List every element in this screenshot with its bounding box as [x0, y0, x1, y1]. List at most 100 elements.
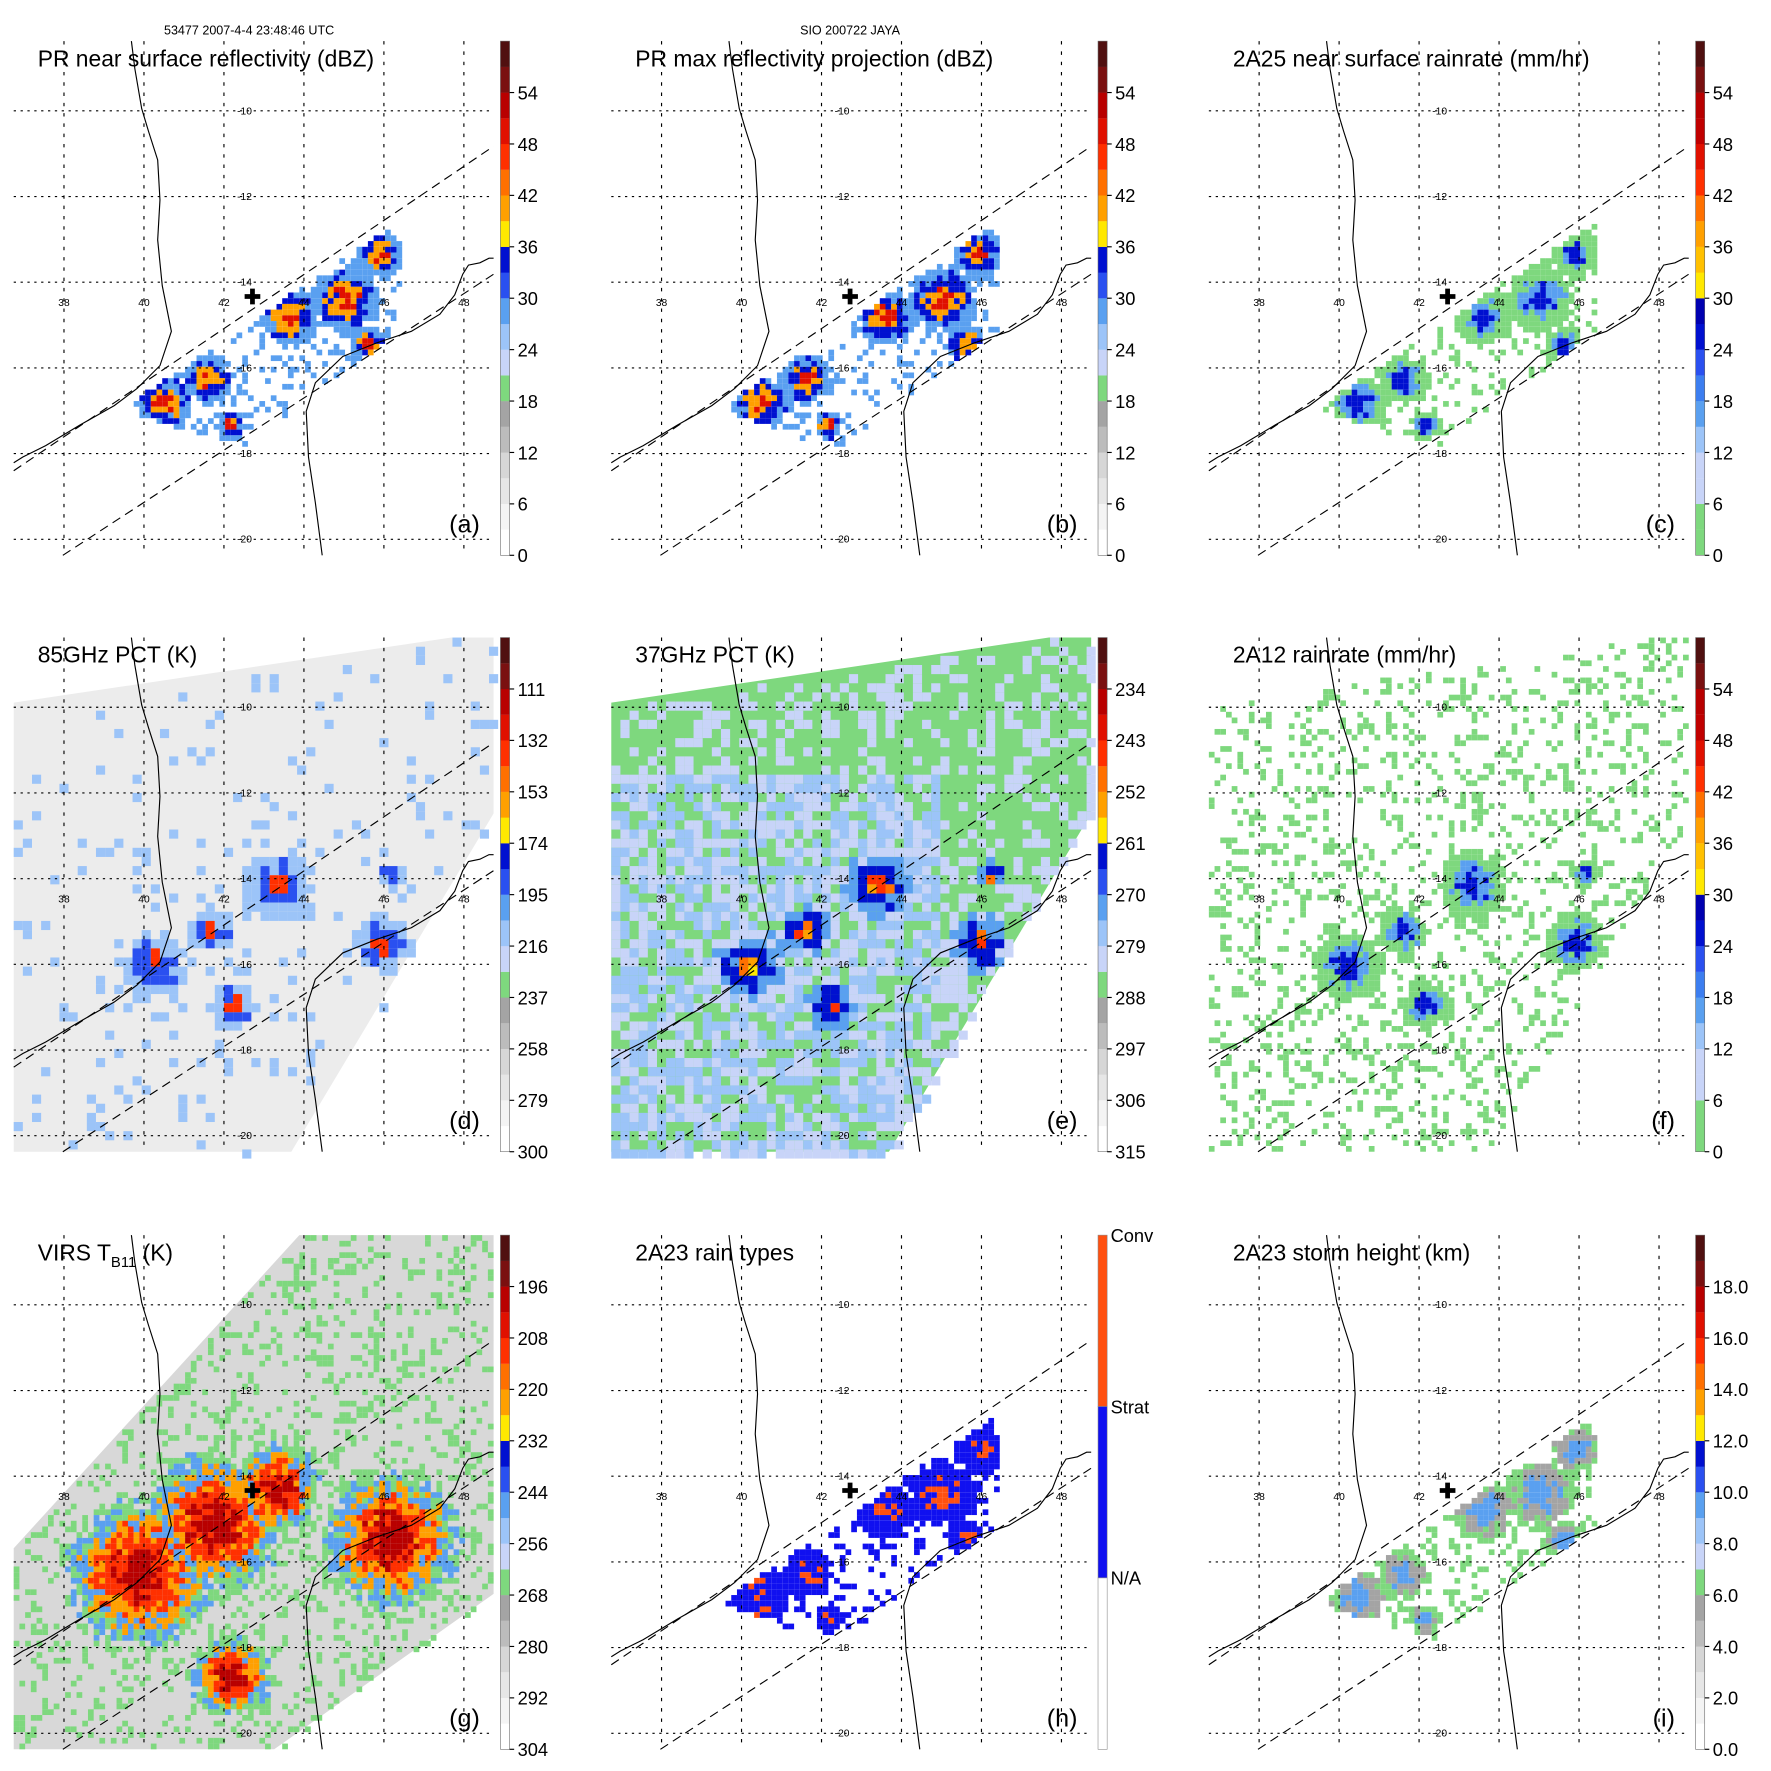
- data-cell: [1283, 1100, 1289, 1107]
- data-cell: [1431, 997, 1438, 1004]
- data-cell: [784, 920, 795, 931]
- data-cell: [1374, 871, 1381, 878]
- colorbar-label: 36: [1713, 237, 1733, 258]
- data-cell: [1368, 848, 1375, 855]
- data-cell: [1443, 1020, 1449, 1027]
- data-cell: [1460, 888, 1466, 895]
- data-cell: [1425, 797, 1432, 804]
- data-cell: [1488, 1054, 1495, 1061]
- data-cell: [702, 765, 712, 775]
- data-cell: [611, 847, 621, 857]
- data-cell: [1031, 829, 1041, 839]
- panel-title: PR max reflectivity projection (dBZ): [635, 45, 993, 71]
- data-cell: [1231, 1077, 1238, 1084]
- data-cell: [656, 1112, 667, 1123]
- data-cell: [362, 258, 368, 264]
- data-cell: [1511, 688, 1518, 695]
- data-cell: [720, 1067, 731, 1077]
- data-cell: [1408, 1003, 1415, 1009]
- data-cell: [306, 1012, 316, 1022]
- data-cell: [333, 281, 340, 287]
- data-cell: [885, 674, 895, 684]
- data-cell: [684, 1076, 694, 1086]
- data-cell: [270, 326, 277, 333]
- data-cell: [1243, 728, 1249, 735]
- data-cell: [260, 884, 270, 894]
- data-cell: [373, 252, 380, 259]
- data-cell: [1328, 837, 1335, 844]
- data-cell: [949, 920, 959, 931]
- data-cell: [162, 395, 168, 402]
- data-cell: [839, 1003, 849, 1013]
- data-cell: [406, 884, 416, 894]
- data-cell: [1471, 928, 1478, 935]
- data-cell: [912, 911, 923, 921]
- data-cell: [958, 765, 968, 775]
- data-cell: [1265, 843, 1272, 849]
- data-cell: [213, 412, 220, 419]
- data-cell: [794, 366, 800, 373]
- data-cell: [1540, 275, 1546, 282]
- coastline-madagascar: [1500, 257, 1689, 556]
- data-cell: [812, 1094, 822, 1104]
- data-cell: [986, 939, 996, 949]
- data-cell: [1059, 811, 1069, 821]
- data-cell: [638, 792, 648, 803]
- data-cell: [1488, 372, 1495, 379]
- data-cell: [1068, 701, 1078, 711]
- data-cell: [1311, 1083, 1318, 1089]
- data-cell: [976, 875, 987, 885]
- colorbar-label: 153: [518, 782, 548, 803]
- data-cell: [684, 1058, 694, 1068]
- longitude-label: 38: [656, 298, 668, 309]
- colorbar-segment: [1695, 143, 1705, 170]
- colorbar-label: 0: [518, 545, 528, 566]
- data-cell: [702, 1122, 712, 1132]
- colorbar-segment: [500, 221, 510, 247]
- data-cell: [1300, 911, 1306, 918]
- data-cell: [1323, 1111, 1329, 1118]
- data-cell: [1374, 734, 1381, 741]
- data-cell: [1414, 734, 1421, 741]
- map-panel-c: 38 40 42 44 46 48-10-12-14-16-18-20✚2A25 near…: [1208, 40, 1733, 566]
- data-cell: [1420, 877, 1426, 884]
- data-cell: [656, 792, 667, 803]
- data-cell: [638, 820, 648, 830]
- data-cell: [150, 948, 160, 958]
- data-cell: [784, 774, 795, 784]
- data-cell: [1363, 980, 1369, 987]
- data-cell: [986, 783, 996, 793]
- data-cell: [684, 893, 694, 903]
- data-cell: [656, 1122, 667, 1132]
- data-cell: [711, 902, 721, 912]
- data-cell: [406, 948, 416, 958]
- data-cell: [784, 975, 795, 985]
- data-cell: [794, 1076, 804, 1086]
- data-cell: [1357, 1106, 1364, 1112]
- data-cell: [1420, 1043, 1426, 1049]
- data-cell: [345, 315, 351, 322]
- data-cell: [765, 406, 772, 413]
- data-cell: [1437, 423, 1444, 430]
- data-cell: [1403, 706, 1409, 712]
- data-cell: [233, 1012, 243, 1022]
- data-cell: [666, 856, 676, 867]
- data-cell: [1505, 934, 1512, 941]
- data-cell: [959, 292, 966, 299]
- data-cell: [775, 719, 785, 729]
- data-cell: [1357, 723, 1364, 729]
- data-cell: [150, 984, 160, 995]
- longitude-label: 48: [1056, 298, 1068, 309]
- data-cell: [385, 252, 391, 259]
- data-cell: [1311, 963, 1318, 969]
- data-cell: [1414, 991, 1421, 998]
- data-cell: [1368, 383, 1375, 390]
- data-cell: [1254, 808, 1261, 815]
- data-cell: [748, 939, 758, 949]
- data-cell: [739, 838, 749, 848]
- data-cell: [948, 286, 955, 293]
- data-cell: [821, 820, 831, 830]
- data-cell: [971, 315, 977, 322]
- data-cell: [1363, 395, 1369, 402]
- data-cell: [868, 321, 875, 327]
